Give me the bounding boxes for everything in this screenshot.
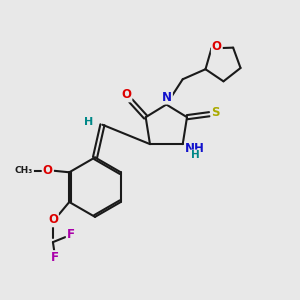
Text: O: O <box>212 40 222 53</box>
Text: CH₃: CH₃ <box>15 166 33 175</box>
Text: F: F <box>67 228 75 241</box>
Text: O: O <box>48 213 58 226</box>
Text: F: F <box>50 251 59 264</box>
Text: H: H <box>191 150 200 161</box>
Text: H: H <box>84 117 93 128</box>
Text: O: O <box>43 164 53 177</box>
Text: N: N <box>162 91 172 103</box>
Text: S: S <box>212 106 220 119</box>
Text: O: O <box>122 88 131 101</box>
Text: NH: NH <box>185 142 205 155</box>
